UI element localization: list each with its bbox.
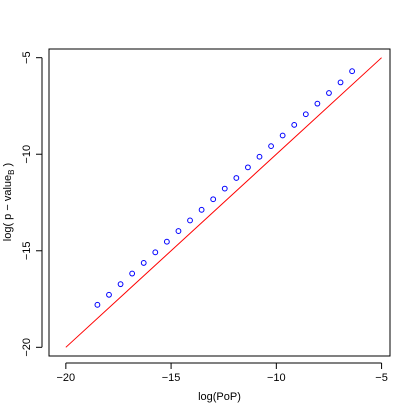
plot-box <box>48 48 391 357</box>
y-tick-label: −10 <box>21 145 33 164</box>
data-point <box>117 281 124 288</box>
data-point <box>256 153 263 160</box>
y-axis: −20 −15 −10 −5 <box>21 51 43 357</box>
data-point <box>314 100 321 107</box>
data-point <box>94 301 101 308</box>
y-axis-label: log( p − valueB ) <box>2 163 16 241</box>
y-axis-label-subscript: B <box>7 170 16 175</box>
x-tick-label: −10 <box>267 372 286 384</box>
y-tick-label: −15 <box>21 241 33 260</box>
reference-line-layer <box>65 57 382 348</box>
data-point <box>337 79 344 86</box>
data-point <box>198 206 205 213</box>
y-tick-label: −5 <box>21 51 33 64</box>
data-point <box>129 270 136 277</box>
data-points-layer <box>94 68 356 308</box>
x-axis-label: log(PoP) <box>198 391 241 403</box>
data-point <box>349 68 356 75</box>
x-tick-label: −15 <box>162 372 181 384</box>
data-point <box>187 217 193 224</box>
data-point <box>106 291 112 298</box>
x-tick-label: −20 <box>57 372 76 384</box>
y-axis-label-close: ) <box>2 163 14 170</box>
data-point <box>221 185 228 192</box>
data-point <box>140 260 147 266</box>
data-point <box>279 132 286 139</box>
x-axis: −20 −15 −10 −5 <box>57 362 388 384</box>
data-point <box>302 111 309 118</box>
data-point <box>152 249 159 256</box>
y-tick-label: −20 <box>21 338 33 357</box>
data-point <box>163 238 170 245</box>
data-point <box>175 228 182 234</box>
data-point <box>291 121 298 128</box>
data-point <box>233 175 240 181</box>
data-point <box>326 90 332 96</box>
x-tick-label: −5 <box>375 372 388 384</box>
data-point <box>245 164 251 171</box>
data-point <box>268 143 274 150</box>
data-point <box>210 196 217 203</box>
reference-line <box>65 57 382 348</box>
